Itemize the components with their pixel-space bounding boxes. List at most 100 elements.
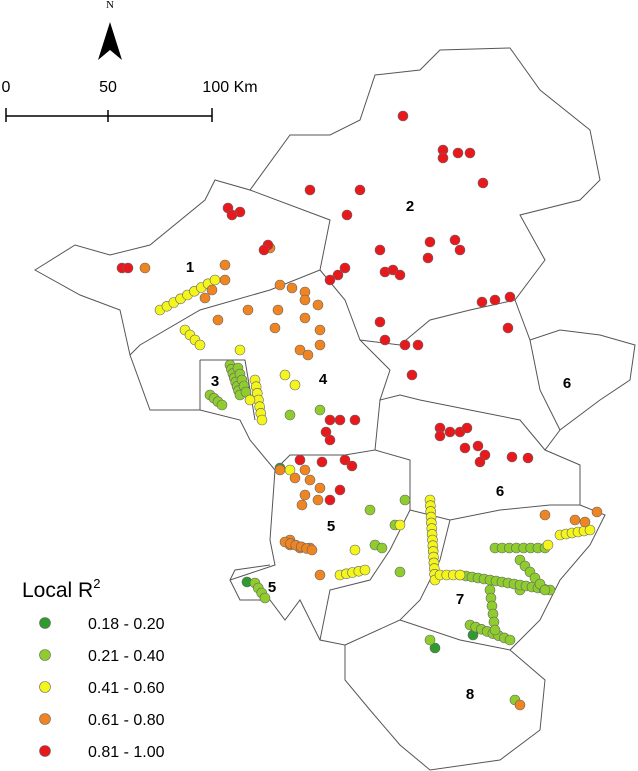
legend-label: 0.81 - 1.00 <box>88 744 165 761</box>
sample-dot <box>299 294 311 306</box>
sample-dot <box>461 422 473 434</box>
sample-dot <box>209 274 221 286</box>
sample-dot <box>234 344 246 356</box>
sample-dot <box>539 584 551 596</box>
sample-dot <box>412 339 424 351</box>
region-label: 6 <box>563 375 571 392</box>
sample-dot <box>334 484 346 496</box>
sample-dot <box>504 634 516 646</box>
sample-dot <box>454 244 466 256</box>
sample-dot <box>429 642 441 654</box>
sample-dot <box>434 430 446 442</box>
sample-dot <box>394 519 406 531</box>
sample-dot <box>374 244 386 256</box>
sample-dot <box>522 452 534 464</box>
sample-dot <box>304 474 316 486</box>
sample-dot <box>324 494 336 506</box>
north-label: N <box>106 0 114 11</box>
inner-boundary <box>129 189 331 356</box>
sample-dot <box>452 147 464 159</box>
sample-dot <box>502 322 514 334</box>
sample-dot <box>324 274 336 286</box>
sample-dot <box>339 262 351 274</box>
region-label: 6 <box>496 483 504 500</box>
sample-dot <box>284 409 296 421</box>
sample-dot <box>226 209 238 221</box>
sample-dot <box>194 339 206 351</box>
sample-dot <box>399 494 411 506</box>
scale-label: 0 <box>2 79 11 96</box>
sample-dot <box>299 489 311 501</box>
sample-dot <box>299 464 311 476</box>
legend-swatch <box>39 617 51 629</box>
legend-swatch <box>39 681 51 693</box>
sample-dot <box>477 177 489 189</box>
sample-dot <box>394 566 406 578</box>
sample-dot <box>216 399 228 411</box>
region-label: 7 <box>456 591 464 608</box>
sample-dot <box>258 244 270 256</box>
sample-dot <box>304 184 316 196</box>
sample-dot <box>349 414 361 426</box>
sample-dot <box>489 624 501 636</box>
sample-dot <box>359 564 371 576</box>
sample-dot <box>272 304 284 316</box>
north-arrow <box>98 22 122 60</box>
sample-dot <box>256 414 268 426</box>
sample-dot <box>584 524 596 536</box>
sample-dot <box>274 279 286 291</box>
sample-dot <box>579 516 591 528</box>
sample-dot <box>504 291 516 303</box>
inner-boundary <box>319 269 546 451</box>
inner-boundary <box>319 449 411 641</box>
inner-boundary <box>399 619 511 651</box>
region-label: 3 <box>211 373 219 390</box>
sample-dot <box>332 269 344 281</box>
sample-dot <box>199 292 211 304</box>
sample-dot <box>316 456 328 468</box>
sample-dot <box>459 442 471 454</box>
sample-dot <box>354 184 366 196</box>
legend-swatch <box>39 649 51 661</box>
sample-dot <box>379 334 391 346</box>
region-label: 8 <box>466 686 474 703</box>
region-label: 4 <box>319 371 328 388</box>
sample-dot <box>139 262 151 274</box>
scale-bar <box>5 108 213 122</box>
scale-label: 100 Km <box>202 79 257 96</box>
sample-dot <box>422 252 434 264</box>
sample-dot <box>244 394 256 406</box>
sample-dot <box>542 539 554 551</box>
sample-dot <box>274 464 286 476</box>
sample-dot <box>464 147 476 159</box>
sample-dot <box>437 152 449 164</box>
sample-dot <box>346 460 358 472</box>
sample-dot <box>449 234 461 246</box>
sample-dot <box>349 544 361 556</box>
sample-dot <box>314 324 326 336</box>
sample-dot <box>312 494 324 506</box>
sample-dot <box>424 634 436 646</box>
legend-label: 0.21 - 0.40 <box>88 648 165 665</box>
sample-dot <box>514 699 526 711</box>
sample-dot <box>206 284 218 296</box>
sample-dot <box>306 544 318 556</box>
sample-dot <box>591 506 603 518</box>
sample-dot <box>294 454 306 466</box>
sample-dot <box>219 259 231 271</box>
sample-dot <box>539 509 551 521</box>
sample-dot <box>314 569 326 581</box>
sample-dot <box>339 454 351 466</box>
legend-swatch <box>39 745 51 757</box>
sample-dot <box>444 426 456 438</box>
sample-dot <box>289 379 301 391</box>
region-label: 1 <box>186 259 194 276</box>
sample-dot <box>454 569 466 581</box>
legend-label: 0.41 - 0.60 <box>88 680 165 697</box>
sample-dot <box>397 110 409 122</box>
sample-dot <box>314 404 326 416</box>
sample-dot <box>312 299 324 311</box>
sample-dot <box>364 504 376 516</box>
legend-label: 0.61 - 0.80 <box>88 712 165 729</box>
